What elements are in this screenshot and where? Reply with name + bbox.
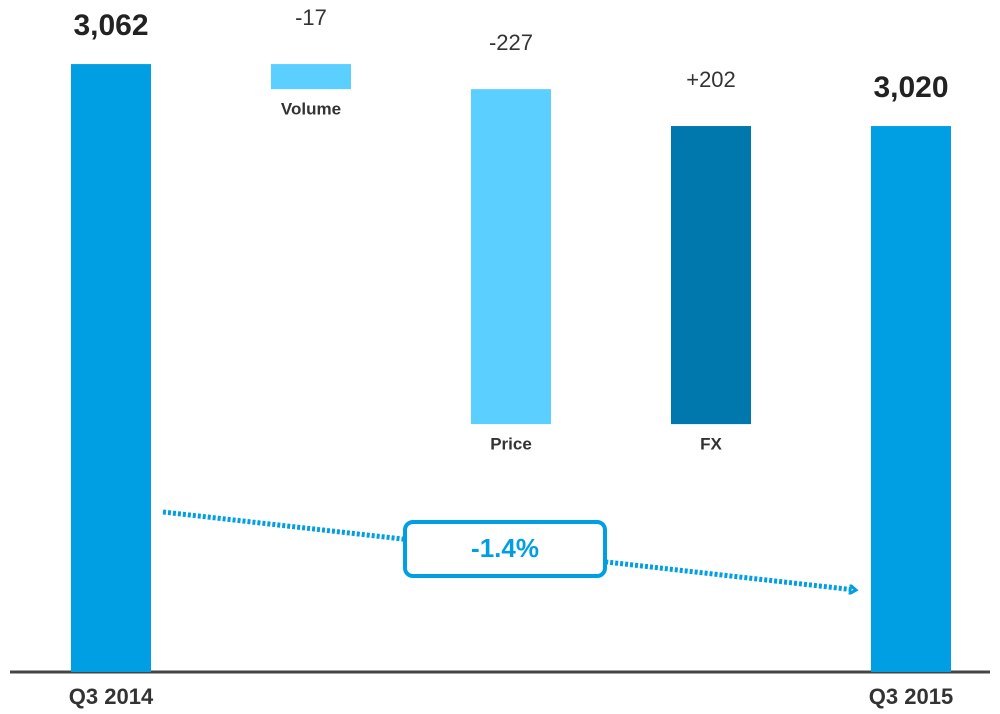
bar (871, 126, 951, 673)
bar (271, 64, 351, 90)
bar (71, 64, 151, 673)
value-label: -17 (295, 5, 327, 30)
value-label: -227 (489, 30, 533, 55)
value-label: +202 (686, 67, 736, 92)
annotation: -1.4% (471, 533, 539, 563)
category-label: Q3 2015 (869, 684, 953, 709)
value-label: 3,062 (73, 9, 148, 42)
trend-arrow (162, 509, 855, 590)
annotation-box (403, 520, 607, 578)
category-label: Q3 2014 (69, 684, 154, 709)
bar (671, 126, 751, 425)
value-label: 3,020 (873, 71, 948, 104)
category-label: Price (490, 435, 532, 454)
bar (471, 89, 551, 425)
category-label: Volume (281, 100, 341, 119)
category-label: FX (700, 435, 722, 454)
